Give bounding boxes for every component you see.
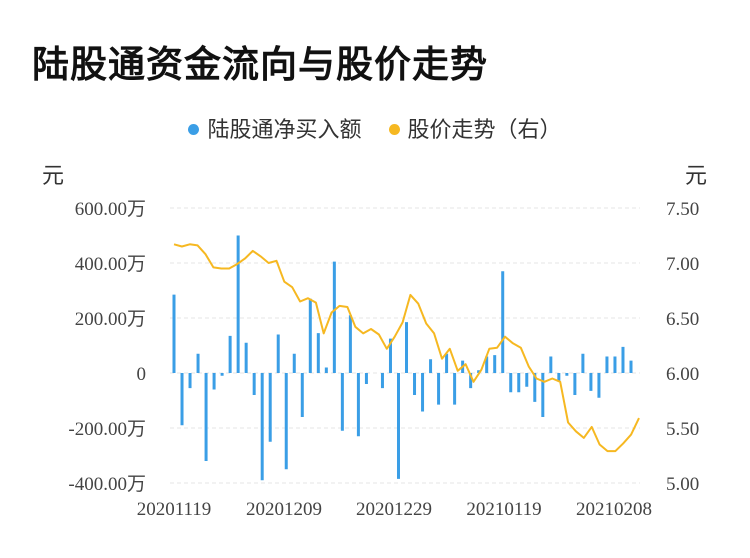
net-buy-bar <box>252 373 256 395</box>
left-tick-label: 200.00万 <box>75 309 146 330</box>
net-buy-bar <box>597 373 601 398</box>
net-buy-bar <box>236 235 240 373</box>
net-buy-bar <box>613 356 617 373</box>
net-buy-bar <box>332 261 336 373</box>
net-buy-bar <box>541 373 545 417</box>
net-buy-bar <box>380 373 384 389</box>
net-buy-bar <box>589 373 593 391</box>
net-buy-bar <box>525 373 529 387</box>
x-tick-label: 20201119 <box>137 499 212 520</box>
net-buy-bar <box>276 334 280 373</box>
net-buy-bar <box>549 356 553 373</box>
net-buy-bar <box>356 373 360 437</box>
net-buy-bar <box>260 373 264 481</box>
legend-bar-label: 陆股通净买入额 <box>207 118 362 143</box>
left-tick-label: 600.00万 <box>75 199 146 220</box>
net-buy-bar <box>621 346 625 373</box>
net-buy-bar <box>340 373 344 431</box>
net-buy-bar <box>196 353 200 373</box>
net-buy-bar <box>308 298 312 373</box>
left-tick-label: 0 <box>137 364 147 385</box>
net-buy-bar <box>453 373 457 405</box>
net-buy-bar <box>188 373 192 389</box>
net-buy-bar <box>268 373 272 442</box>
net-buy-bar <box>300 373 304 417</box>
x-tick-label: 20201209 <box>246 499 322 520</box>
left-tick-label: -400.00万 <box>68 474 146 495</box>
x-tick-label: 20210119 <box>466 499 541 520</box>
net-buy-bar <box>324 367 328 373</box>
net-buy-bar <box>292 353 296 373</box>
net-buy-bar <box>509 373 513 393</box>
net-buy-bar <box>413 373 417 395</box>
right-tick-label: 7.50 <box>666 199 699 220</box>
left-tick-label: 400.00万 <box>75 254 146 275</box>
right-tick-label: 5.50 <box>666 419 699 440</box>
right-axis-unit: 元 <box>685 164 708 189</box>
left-axis-unit: 元 <box>42 164 65 189</box>
legend-line-label: 股价走势（右） <box>407 118 562 143</box>
net-buy-bar <box>493 355 497 373</box>
legend-item-line[interactable]: 股价走势（右） <box>388 112 562 144</box>
net-buy-bar <box>557 373 561 382</box>
legend-item-bars[interactable]: 陆股通净买入额 <box>188 112 362 144</box>
net-buy-bar <box>228 335 232 373</box>
x-tick-label: 20201229 <box>356 499 432 520</box>
net-buy-bar <box>172 294 176 373</box>
net-buy-bar <box>180 373 184 426</box>
net-buy-bar <box>212 373 216 390</box>
net-buy-bar <box>284 373 288 470</box>
net-buy-bar <box>429 359 433 373</box>
net-buy-bar <box>405 322 409 373</box>
net-buy-bar <box>629 360 633 373</box>
right-tick-label: 6.50 <box>666 309 699 330</box>
legend-bar-swatch <box>188 123 200 135</box>
net-buy-bar <box>220 373 224 376</box>
net-buy-bar <box>485 356 489 373</box>
x-tick-label: 20210208 <box>576 499 652 520</box>
net-buy-bar <box>573 373 577 395</box>
net-buy-bar <box>396 373 400 479</box>
chart-title: 陆股通资金流向与股价走势 <box>32 43 488 86</box>
price-line <box>173 243 640 453</box>
net-buy-bar <box>244 342 248 373</box>
net-buy-bar <box>581 353 585 373</box>
net-buy-bar <box>348 315 352 373</box>
net-buy-bar <box>477 370 481 373</box>
right-tick-label: 6.00 <box>666 364 699 385</box>
net-buy-bar <box>501 271 505 373</box>
legend-line-swatch <box>388 123 400 135</box>
left-tick-label: -200.00万 <box>68 419 146 440</box>
net-buy-bar <box>469 373 473 389</box>
net-buy-bar <box>316 333 320 373</box>
net-buy-bar <box>388 338 392 373</box>
net-buy-bar <box>605 356 609 373</box>
net-buy-bar <box>533 373 537 402</box>
net-buy-bar <box>517 373 521 393</box>
net-buy-bar <box>445 353 449 373</box>
right-tick-label: 7.00 <box>666 254 699 275</box>
right-tick-label: 5.00 <box>666 474 699 495</box>
net-buy-bar <box>437 373 441 405</box>
net-buy-bar <box>565 373 569 376</box>
legend: 陆股通净买入额 股价走势（右） <box>0 112 750 144</box>
net-buy-bar <box>421 373 425 412</box>
net-buy-bar <box>364 373 368 384</box>
net-buy-bar <box>204 373 208 461</box>
